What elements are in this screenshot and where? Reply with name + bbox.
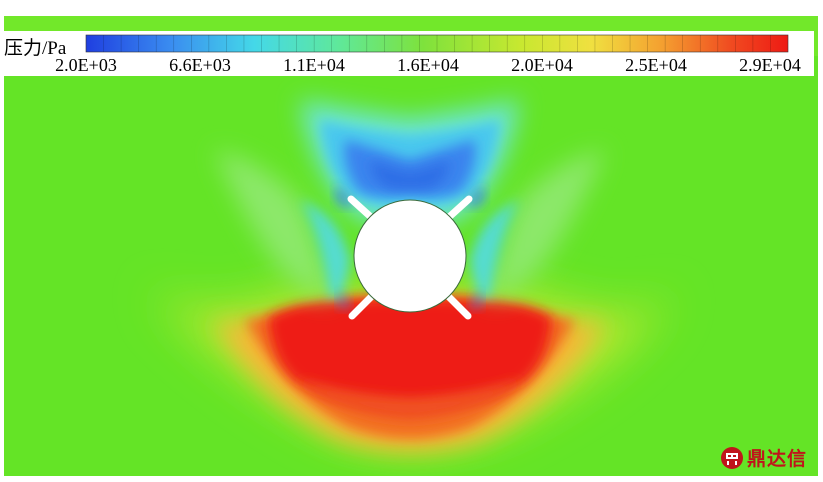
legend-tick-label: 2.5E+04 <box>625 55 687 75</box>
legend-colorbar <box>85 34 789 53</box>
fin-bottom-left <box>348 292 376 320</box>
legend-tick-label: 2.0E+04 <box>511 55 573 75</box>
watermark: 鼎达信 <box>720 444 807 471</box>
legend-tick-label: 6.6E+03 <box>169 55 231 75</box>
legend-tick-label: 2.9E+04 <box>739 55 801 75</box>
watermark-logo-icon <box>721 446 743 469</box>
field-region-low-pressure <box>344 140 476 197</box>
fin-top-right <box>444 195 473 222</box>
legend-colorbar-segments <box>103 35 771 52</box>
field-region-high-pressure <box>268 298 552 407</box>
fin-top-left <box>347 195 376 222</box>
cylinder-body <box>353 199 467 313</box>
watermark-text: 鼎达信 <box>747 448 808 470</box>
legend-tick-label: 2.0E+03 <box>55 55 117 75</box>
legend-tick-label: 1.6E+04 <box>397 55 459 75</box>
field-wing-left <box>215 150 330 300</box>
fin-bottom-right <box>444 292 472 320</box>
legend-title: 压力/Pa <box>4 38 67 59</box>
legend-tick-label: 1.1E+04 <box>283 55 345 75</box>
field-wing-right <box>490 150 605 300</box>
